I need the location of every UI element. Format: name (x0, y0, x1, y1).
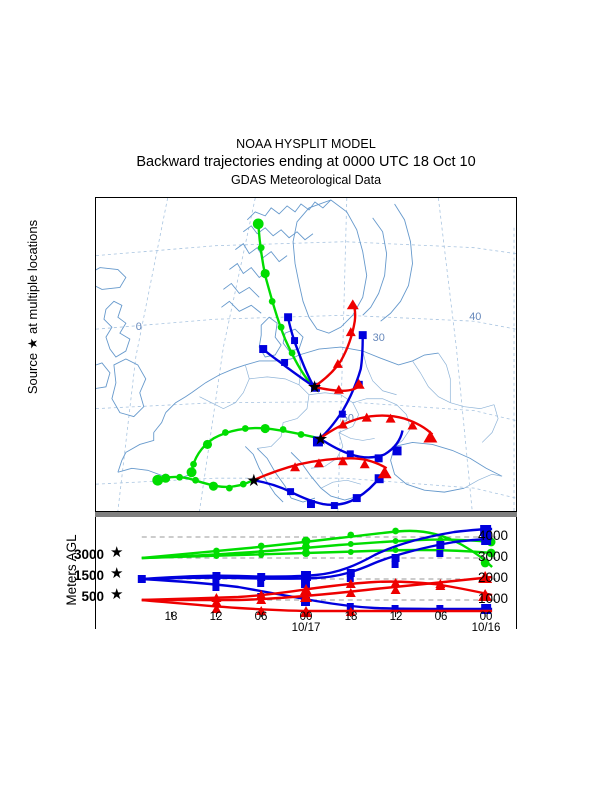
xdate-label-1016: 10/16 (471, 622, 501, 634)
source-label-prefix: Source (25, 352, 40, 395)
star-icon: ★ (25, 337, 40, 350)
map-source-stars: ★ ★ ★ (246, 377, 328, 490)
height-blue-markers (137, 525, 492, 614)
star-icon-left-3000: ★ (110, 544, 124, 561)
gridlabel-30: 30 (373, 332, 385, 344)
star-icon-source-2: ★ (313, 428, 328, 448)
graticule-labels: 0 30 40 50 (136, 311, 482, 424)
xtick-label-0: 18 (164, 611, 178, 623)
xtick-label-4: 18 (344, 611, 358, 623)
source-label-suffix: at multiple locations (25, 219, 40, 335)
map-source-label: Source ★ at multiple locations (25, 187, 47, 427)
height-right-label-1000: 1000 (478, 591, 509, 606)
height-panel[interactable] (95, 517, 517, 629)
title-block: NOAA HYSPLIT MODEL Backward trajectories… (0, 136, 612, 189)
trajectory-red-2 (319, 414, 434, 440)
trajectory-green-2 (190, 426, 321, 473)
trajectory-blue-2b (319, 430, 404, 459)
trajectory-red-3 (252, 457, 388, 482)
xtick-label-1: 12 (209, 611, 223, 623)
height-red-markers (211, 571, 493, 617)
xtick-label-3: 00 (299, 611, 313, 623)
trajectory-green-markers (152, 218, 305, 492)
height-panel-svg (137, 525, 501, 617)
met-data-title: GDAS Meteorological Data (230, 173, 382, 187)
star-icon-left-500: ★ (110, 586, 124, 603)
map-panel[interactable]: 0 30 40 50 (95, 197, 517, 512)
trajectory-blue-3 (253, 475, 382, 506)
panel-divider-top (95, 512, 517, 517)
trajectory-blue-markers (259, 313, 402, 510)
height-right-label-4000: 4000 (478, 528, 509, 543)
gridlabel-0: 0 (136, 321, 142, 333)
trajectory-green-group (157, 223, 321, 489)
star-icon-source-1: ★ (307, 377, 322, 397)
xtick-label-2: 06 (254, 611, 268, 623)
xtick-label-7: 00 (479, 611, 493, 623)
height-left-label-1500: 1500 (73, 568, 104, 583)
trajectory-blue-1b (262, 348, 315, 388)
trajectory-red-markers (290, 299, 438, 479)
star-icon-left-1500: ★ (110, 565, 124, 582)
xdate-label-1017: 10/17 (291, 622, 321, 634)
trajectory-green-3 (157, 475, 254, 489)
gridlabel-50: 50 (342, 413, 354, 425)
gridlabel-40: 40 (469, 311, 481, 323)
star-icon-source-3: ★ (246, 470, 261, 490)
height-left-label-500: 500 (81, 589, 104, 604)
trajectory-red-1 (313, 302, 357, 388)
height-green-markers (213, 527, 496, 568)
height-left-label-3000: 3000 (73, 547, 104, 562)
trajectory-title: Backward trajectories ending at 0000 UTC… (136, 154, 476, 170)
height-right-label-2000: 2000 (478, 570, 509, 585)
xtick-label-6: 06 (434, 611, 448, 623)
map-svg: 0 30 40 50 (96, 198, 516, 511)
model-title: NOAA HYSPLIT MODEL (236, 137, 376, 151)
map-graticule (96, 198, 516, 511)
height-right-label-3000: 3000 (478, 549, 509, 564)
xtick-label-5: 12 (389, 611, 403, 623)
